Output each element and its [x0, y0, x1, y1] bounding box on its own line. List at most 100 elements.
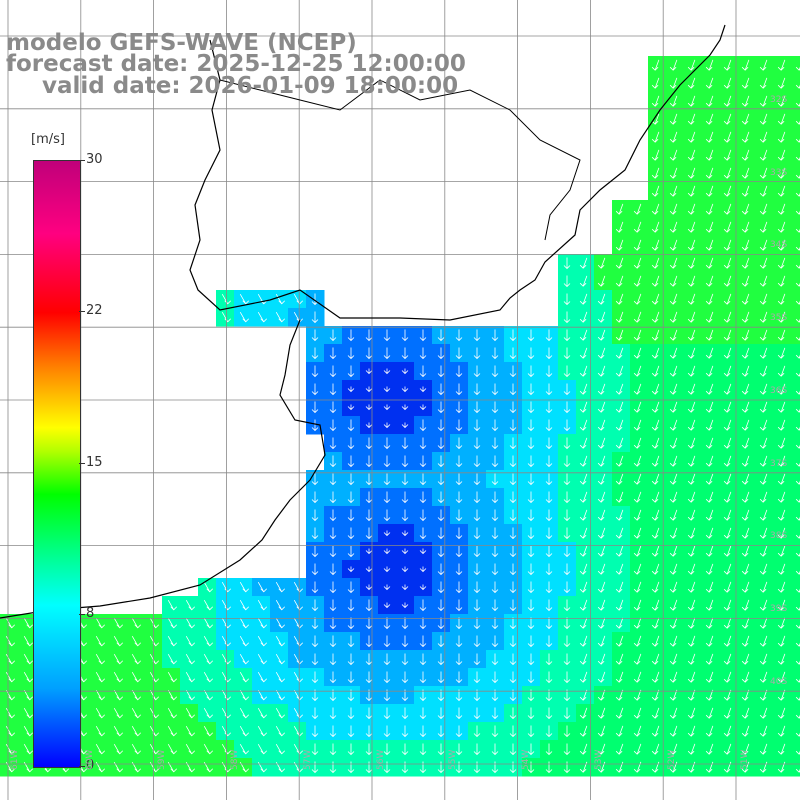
wind-arrow [455, 599, 463, 612]
wind-arrow [401, 617, 409, 630]
wind-arrow [633, 257, 642, 269]
wind-arrow [651, 473, 660, 485]
colorbar-tickmark [79, 160, 85, 161]
wind-arrow [365, 761, 373, 774]
wind-arrow [437, 527, 445, 540]
wind-arrow [759, 491, 768, 503]
wind-arrow [329, 419, 337, 432]
wind-arrow [741, 59, 750, 71]
wind-arrow [759, 401, 768, 413]
wind-arrow [687, 599, 696, 611]
coastline-river-plate [189, 24, 726, 321]
wind-arrow [741, 563, 750, 575]
wind-arrow [131, 672, 142, 683]
wind-arrow [419, 599, 427, 612]
wind-cell [792, 128, 800, 147]
wind-arrow [759, 257, 768, 269]
wind-arrow [545, 365, 553, 378]
wind-arrow [705, 455, 714, 467]
wind-arrow [705, 509, 714, 521]
wind-arrow [401, 368, 409, 375]
wind-arrow [311, 761, 319, 774]
wind-arrow [437, 437, 445, 450]
wind-cell [792, 740, 800, 759]
wind-arrow [687, 239, 696, 251]
wind-arrow [741, 239, 750, 251]
wind-arrow [95, 618, 106, 629]
wind-arrow [401, 761, 409, 774]
wind-cell [792, 524, 800, 543]
wind-arrow [347, 365, 355, 378]
wind-arrow [563, 653, 571, 666]
wind-arrow [221, 582, 232, 593]
wind-arrow [527, 545, 535, 558]
wind-arrow [687, 455, 696, 467]
wind-arrow [527, 653, 535, 666]
wind-arrow [579, 401, 588, 413]
wind-arrow [633, 491, 642, 503]
wind-arrow [383, 368, 391, 375]
wind-arrow [777, 437, 786, 449]
lon-label: 54W [521, 749, 531, 770]
wind-arrow [687, 113, 696, 125]
wind-arrow [167, 600, 178, 611]
wind-arrow [615, 383, 624, 395]
wind-arrow [239, 690, 250, 701]
wind-arrow [365, 635, 373, 648]
wind-arrow [257, 582, 268, 593]
wind-arrow [687, 707, 696, 719]
wind-arrow [365, 707, 373, 720]
wind-arrow [741, 365, 750, 377]
wind-cell [792, 182, 800, 201]
wind-arrow [669, 95, 678, 107]
lon-label: 51W [740, 749, 750, 770]
wind-arrow [95, 654, 106, 665]
wind-arrow [257, 708, 268, 719]
wind-arrow [491, 725, 499, 738]
wind-arrow [669, 185, 678, 197]
wind-arrow [347, 437, 355, 450]
wind-arrow [221, 312, 232, 323]
wind-arrow [365, 347, 373, 360]
wind-arrow [365, 584, 373, 591]
wind-arrow [5, 708, 16, 719]
wind-arrow [597, 743, 606, 755]
wind-arrow [615, 221, 624, 233]
lon-label: 61W [10, 749, 20, 770]
wind-arrow [437, 383, 445, 396]
wind-arrow [723, 635, 732, 647]
wind-arrow [633, 509, 642, 521]
wind-arrow [759, 581, 768, 593]
wind-arrow [669, 113, 678, 125]
wind-arrow [455, 671, 463, 684]
wind-arrow [615, 563, 624, 575]
wind-arrow [545, 527, 553, 540]
wind-arrow [651, 383, 660, 395]
wind-arrow [597, 275, 606, 287]
wind-arrow [669, 293, 678, 305]
wind-arrow [741, 473, 750, 485]
wind-arrow [329, 563, 337, 576]
wind-arrow [563, 581, 571, 594]
lat-label: 33S [770, 168, 788, 178]
wind-arrow [669, 635, 678, 647]
wind-arrow [597, 311, 606, 323]
wind-arrow [759, 383, 768, 395]
wind-arrow [491, 491, 499, 504]
wind-arrow [741, 635, 750, 647]
wind-cell [792, 470, 800, 489]
wind-arrow [597, 437, 606, 449]
wind-arrow [687, 257, 696, 269]
lat-label: 40S [770, 677, 788, 687]
wind-arrow [437, 545, 445, 558]
wind-arrow [509, 509, 517, 522]
wind-arrow [741, 311, 750, 323]
wind-arrow [401, 347, 409, 360]
wind-arrow [473, 671, 481, 684]
wind-arrow [311, 617, 319, 630]
wind-cell [792, 416, 800, 435]
wind-arrow [311, 311, 319, 324]
wind-arrow [437, 707, 445, 720]
wind-arrow [383, 329, 391, 342]
wind-arrow [651, 221, 660, 233]
